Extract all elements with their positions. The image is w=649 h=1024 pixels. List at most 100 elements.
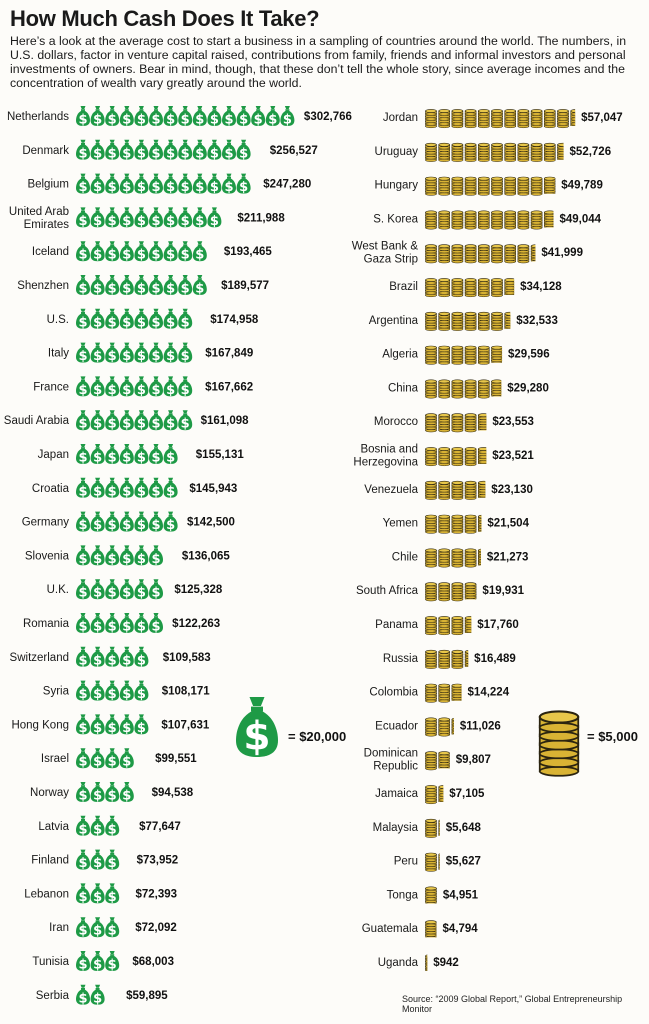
country-label: Lebanon xyxy=(24,888,69,900)
value-label: $21,273 xyxy=(487,551,529,563)
money-bag-mark: $ xyxy=(76,815,90,837)
svg-text:$: $ xyxy=(78,620,87,635)
svg-text:$: $ xyxy=(137,146,146,161)
svg-text:$: $ xyxy=(93,383,102,398)
coin-stack-mark xyxy=(504,210,517,230)
svg-text:$: $ xyxy=(122,214,131,229)
chart-row: U.S. $ $ $ $ $ $ $ $ $ $174,958 xyxy=(47,308,259,331)
money-bag-partial-mark: $ xyxy=(120,883,134,905)
svg-text:$: $ xyxy=(195,248,204,263)
country-label: Argentina xyxy=(369,315,419,327)
money-bag-mark: $ xyxy=(134,139,149,161)
money-bag-mark: $ xyxy=(105,883,120,905)
money-bag-mark: $ xyxy=(280,106,295,128)
value-label: $19,931 xyxy=(482,585,524,597)
value-label: $9,807 xyxy=(456,754,491,766)
source-note: Source: “2009 Global Report,” Global Ent… xyxy=(402,994,623,1014)
svg-text:$: $ xyxy=(93,822,102,837)
svg-text:$: $ xyxy=(108,315,117,330)
svg-text:$: $ xyxy=(254,113,263,128)
money-bag-mark: $ xyxy=(134,106,149,128)
svg-text:$: $ xyxy=(93,451,102,466)
coin-stack-mark xyxy=(517,176,530,196)
svg-text:$: $ xyxy=(93,417,102,432)
money-bag-partial-mark: $ xyxy=(193,309,207,331)
coin-stack-partial-mark xyxy=(451,717,454,735)
money-bag-mark: $ xyxy=(207,106,222,128)
svg-text:$: $ xyxy=(108,687,117,702)
money-bag-mark: $ xyxy=(163,342,178,364)
svg-text:$: $ xyxy=(93,282,102,297)
coin-stack-mark xyxy=(425,447,437,467)
money-bag-mark: $ xyxy=(119,748,134,770)
money-bag-icon: $ xyxy=(236,697,278,760)
coin-stack-mark xyxy=(557,109,569,129)
country-label: Colombia xyxy=(369,687,418,699)
chart-row: Iceland $ $ $ $ $ $ $ $ $ $ $193,465 xyxy=(32,241,272,263)
svg-text:$: $ xyxy=(181,214,190,229)
country-label: Jamaica xyxy=(375,788,418,800)
coin-stack-partial-mark xyxy=(530,244,536,262)
money-bag-mark: $ xyxy=(105,139,120,161)
svg-text:$: $ xyxy=(108,721,117,736)
coin-stack-mark xyxy=(425,244,437,264)
svg-text:$: $ xyxy=(151,653,160,668)
coin-stack-mark xyxy=(491,278,503,298)
chart-row: Peru $5,627 xyxy=(394,852,481,872)
chart-row: Finland $ $ $ $ $73,952 xyxy=(31,849,178,872)
money-bag-mark: $ xyxy=(236,106,251,128)
money-bag-mark: $ xyxy=(134,207,149,229)
value-label: $107,631 xyxy=(161,719,210,731)
country-label: Finland xyxy=(31,855,69,867)
money-bag-mark: $ xyxy=(207,207,222,229)
svg-text:$: $ xyxy=(268,113,277,128)
money-bag-mark: $ xyxy=(90,139,105,161)
chart-row: Belgium $ $ $ $ $ $ $ $ $ $ $ $ $ $247,280 xyxy=(27,173,311,195)
svg-text:$: $ xyxy=(108,451,117,466)
svg-text:$: $ xyxy=(78,484,87,499)
svg-text:$: $ xyxy=(151,248,160,263)
svg-text:$: $ xyxy=(137,180,146,195)
svg-text:$: $ xyxy=(181,349,190,364)
value-label: $211,988 xyxy=(237,212,285,224)
svg-text:$: $ xyxy=(195,113,204,128)
money-bag-mark: $ xyxy=(149,275,163,297)
coin-stack-mark xyxy=(504,109,517,129)
money-bag-partial-mark: $ xyxy=(120,850,134,872)
money-bag-mark: $ xyxy=(192,207,207,229)
money-bag-mark: $ xyxy=(119,207,134,229)
chart-row: Brazil $34,128 xyxy=(389,278,562,298)
country-label: Croatia xyxy=(32,483,70,495)
value-label: $942 xyxy=(433,957,459,969)
value-label: $122,263 xyxy=(172,618,220,630)
svg-text:$: $ xyxy=(239,180,248,195)
chart-row: Russia $16,489 xyxy=(383,649,516,669)
coin-stack-mark xyxy=(438,616,451,636)
money-bag-mark: $ xyxy=(90,207,105,229)
svg-text:$: $ xyxy=(78,924,87,939)
value-label: $247,280 xyxy=(263,179,311,191)
coin-stack-mark xyxy=(425,582,437,602)
country-label: Tunisia xyxy=(32,956,69,968)
coin-stack-partial-mark xyxy=(438,853,440,870)
money-bag-partial-mark: $ xyxy=(251,140,265,162)
chart-row: Jordan $57,047 xyxy=(383,109,623,129)
coin-stack-partial-mark xyxy=(425,954,428,971)
svg-text:$: $ xyxy=(137,687,146,702)
chart-row: China $29,280 xyxy=(388,379,549,399)
money-bag-mark: $ xyxy=(105,545,120,567)
money-bag-mark: $ xyxy=(90,782,105,804)
chart-row: Latvia $ $ $ $ $77,647 xyxy=(38,815,181,837)
money-bag-mark: $ xyxy=(134,545,149,567)
svg-text:$: $ xyxy=(78,653,87,668)
money-bag-mark: $ xyxy=(105,748,120,770)
money-bag-mark: $ xyxy=(178,308,193,330)
svg-text:$: $ xyxy=(137,451,146,466)
svg-text:$: $ xyxy=(151,586,160,601)
coin-stack-mark xyxy=(425,480,437,500)
svg-text:$: $ xyxy=(108,146,117,161)
chart-row: S. Korea $49,044 xyxy=(373,210,602,230)
svg-text:$: $ xyxy=(181,315,190,330)
svg-text:$: $ xyxy=(78,958,87,973)
svg-text:$: $ xyxy=(108,417,117,432)
